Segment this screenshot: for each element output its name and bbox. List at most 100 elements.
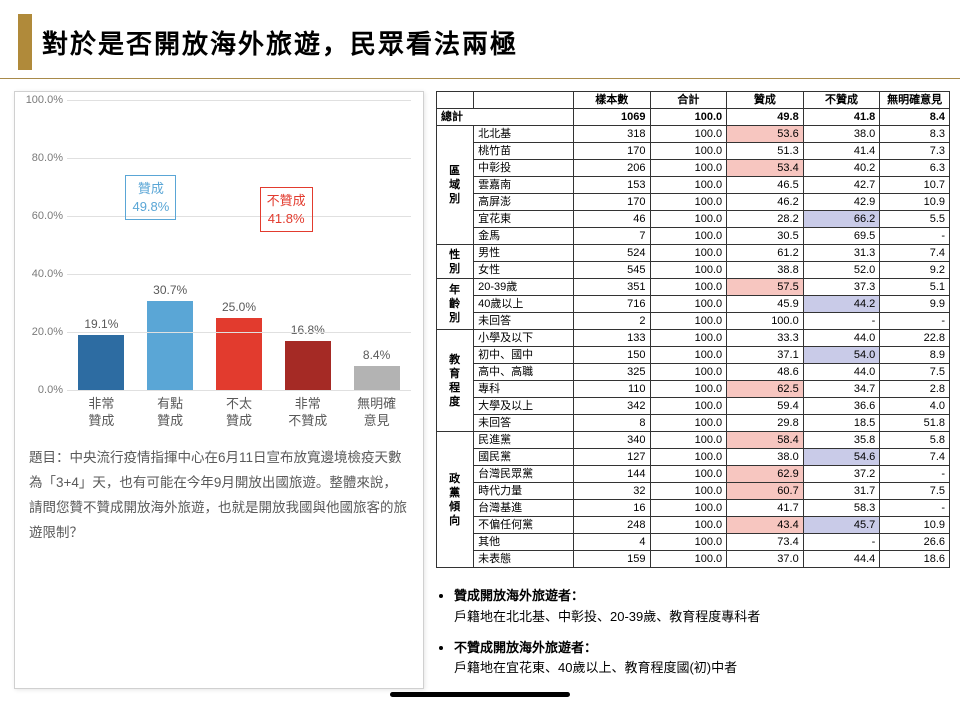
- row-name: 40歲以上: [474, 296, 574, 313]
- cell: 100.0: [650, 551, 727, 568]
- y-tick: 100.0%: [26, 94, 63, 106]
- table-row: 大學及以上342100.059.436.64.0: [437, 398, 950, 415]
- cell: 44.0: [803, 364, 880, 381]
- cell: 127: [573, 449, 650, 466]
- page-title: 對於是否開放海外旅遊，民眾看法兩極: [42, 24, 518, 61]
- bullet-item: 贊成開放海外旅遊者：戶籍地在北北基、中彰投、20-39歲、教育程度專科者: [454, 586, 950, 628]
- question-text: 題目：中央流行疫情指揮中心在6月11日宣布放寬邊境檢疫天數為「3+4」天，也有可…: [29, 446, 409, 546]
- row-name: 未回答: [474, 415, 574, 432]
- cell: 58.4: [727, 432, 804, 449]
- cell: 100.0: [650, 143, 727, 160]
- cell: 100.0: [650, 534, 727, 551]
- table-row: 國民黨127100.038.054.67.4: [437, 449, 950, 466]
- cell: 153: [573, 177, 650, 194]
- cell: 66.2: [803, 211, 880, 228]
- bar-value-label: 8.4%: [363, 348, 390, 362]
- cell: 28.2: [727, 211, 804, 228]
- table-row: 年齡別20-39歲351100.057.537.35.1: [437, 279, 950, 296]
- cell: 5.1: [880, 279, 950, 296]
- cell: 41.4: [803, 143, 880, 160]
- cell: 49.8: [727, 109, 804, 126]
- x-label: 非常贊成: [76, 396, 126, 430]
- row-group-label: 教育程度: [437, 330, 474, 432]
- bar-slot: 19.1%: [76, 335, 126, 390]
- cell: -: [803, 534, 880, 551]
- bar-chart: 0.0%20.0%40.0%60.0%80.0%100.0% 19.1%30.7…: [67, 100, 411, 390]
- row-name: 女性: [474, 262, 574, 279]
- bar-slot: 8.4%: [352, 366, 402, 390]
- cell: -: [880, 466, 950, 483]
- table-row: 性別男性524100.061.231.37.4: [437, 245, 950, 262]
- bullet-head: 贊成開放海外旅遊者：: [454, 588, 584, 603]
- cell: 9.9: [880, 296, 950, 313]
- cell: 133: [573, 330, 650, 347]
- bullet-head: 不贊成開放海外旅遊者：: [454, 640, 597, 655]
- cell: 100.0: [650, 126, 727, 143]
- row-name: 小學及以下: [474, 330, 574, 347]
- row-name: 高屏澎: [474, 194, 574, 211]
- cell: 545: [573, 262, 650, 279]
- cell: 46: [573, 211, 650, 228]
- cell: 51.3: [727, 143, 804, 160]
- home-indicator: [390, 692, 570, 697]
- cell: -: [880, 313, 950, 330]
- row-name: 台灣民眾黨: [474, 466, 574, 483]
- cell: 100.0: [650, 194, 727, 211]
- table-row: 桃竹苗170100.051.341.47.3: [437, 143, 950, 160]
- table-row: 未回答8100.029.818.551.8: [437, 415, 950, 432]
- cell: 9.2: [880, 262, 950, 279]
- table-row: 不偏任何黨248100.043.445.710.9: [437, 517, 950, 534]
- cell: 37.2: [803, 466, 880, 483]
- row-name: 20-39歲: [474, 279, 574, 296]
- table-row: 中彰投206100.053.440.26.3: [437, 160, 950, 177]
- chart-panel: 0.0%20.0%40.0%60.0%80.0%100.0% 19.1%30.7…: [14, 91, 424, 689]
- cell: 100.0: [650, 381, 727, 398]
- cell: 8: [573, 415, 650, 432]
- col-header: [437, 92, 474, 109]
- cell: 37.0: [727, 551, 804, 568]
- cell: 10.7: [880, 177, 950, 194]
- cell: 42.9: [803, 194, 880, 211]
- table-row: 時代力量32100.060.731.77.5: [437, 483, 950, 500]
- cell: 61.2: [727, 245, 804, 262]
- total-label: 總計: [437, 109, 574, 126]
- cell: 53.6: [727, 126, 804, 143]
- table-row: 台灣基進16100.041.758.3-: [437, 500, 950, 517]
- x-label: 不太贊成: [214, 396, 264, 430]
- cell: 34.7: [803, 381, 880, 398]
- bar-slot: 30.7%: [145, 301, 195, 390]
- cell: 53.4: [727, 160, 804, 177]
- cell: 206: [573, 160, 650, 177]
- cell: 44.4: [803, 551, 880, 568]
- cell: 100.0: [650, 364, 727, 381]
- cell: 35.8: [803, 432, 880, 449]
- cell: 248: [573, 517, 650, 534]
- cell: 100.0: [650, 296, 727, 313]
- summary-bullets: 贊成開放海外旅遊者：戶籍地在北北基、中彰投、20-39歲、教育程度專科者不贊成開…: [436, 586, 950, 679]
- cell: 31.3: [803, 245, 880, 262]
- row-name: 未表態: [474, 551, 574, 568]
- cell: 54.0: [803, 347, 880, 364]
- cell: 5.5: [880, 211, 950, 228]
- cell: 100.0: [650, 517, 727, 534]
- cell: 100.0: [650, 415, 727, 432]
- col-header: [474, 92, 574, 109]
- bar-slot: 25.0%: [214, 318, 264, 391]
- cell: 100.0: [650, 432, 727, 449]
- cell: 44.0: [803, 330, 880, 347]
- row-name: 雲嘉南: [474, 177, 574, 194]
- cell: 44.2: [803, 296, 880, 313]
- col-header: 合計: [650, 92, 727, 109]
- table-row: 高中、高職325100.048.644.07.5: [437, 364, 950, 381]
- cell: 52.0: [803, 262, 880, 279]
- cell: 41.7: [727, 500, 804, 517]
- cell: 7.3: [880, 143, 950, 160]
- cell: 60.7: [727, 483, 804, 500]
- crosstab-table: 樣本數合計贊成不贊成無明確意見總計1069100.049.841.88.4區域別…: [436, 91, 950, 568]
- cell: 100.0: [650, 398, 727, 415]
- cell: 100.0: [650, 449, 727, 466]
- bar-value-label: 19.1%: [84, 317, 118, 331]
- cell: 340: [573, 432, 650, 449]
- x-label: 有點贊成: [145, 396, 195, 430]
- cell: -: [880, 500, 950, 517]
